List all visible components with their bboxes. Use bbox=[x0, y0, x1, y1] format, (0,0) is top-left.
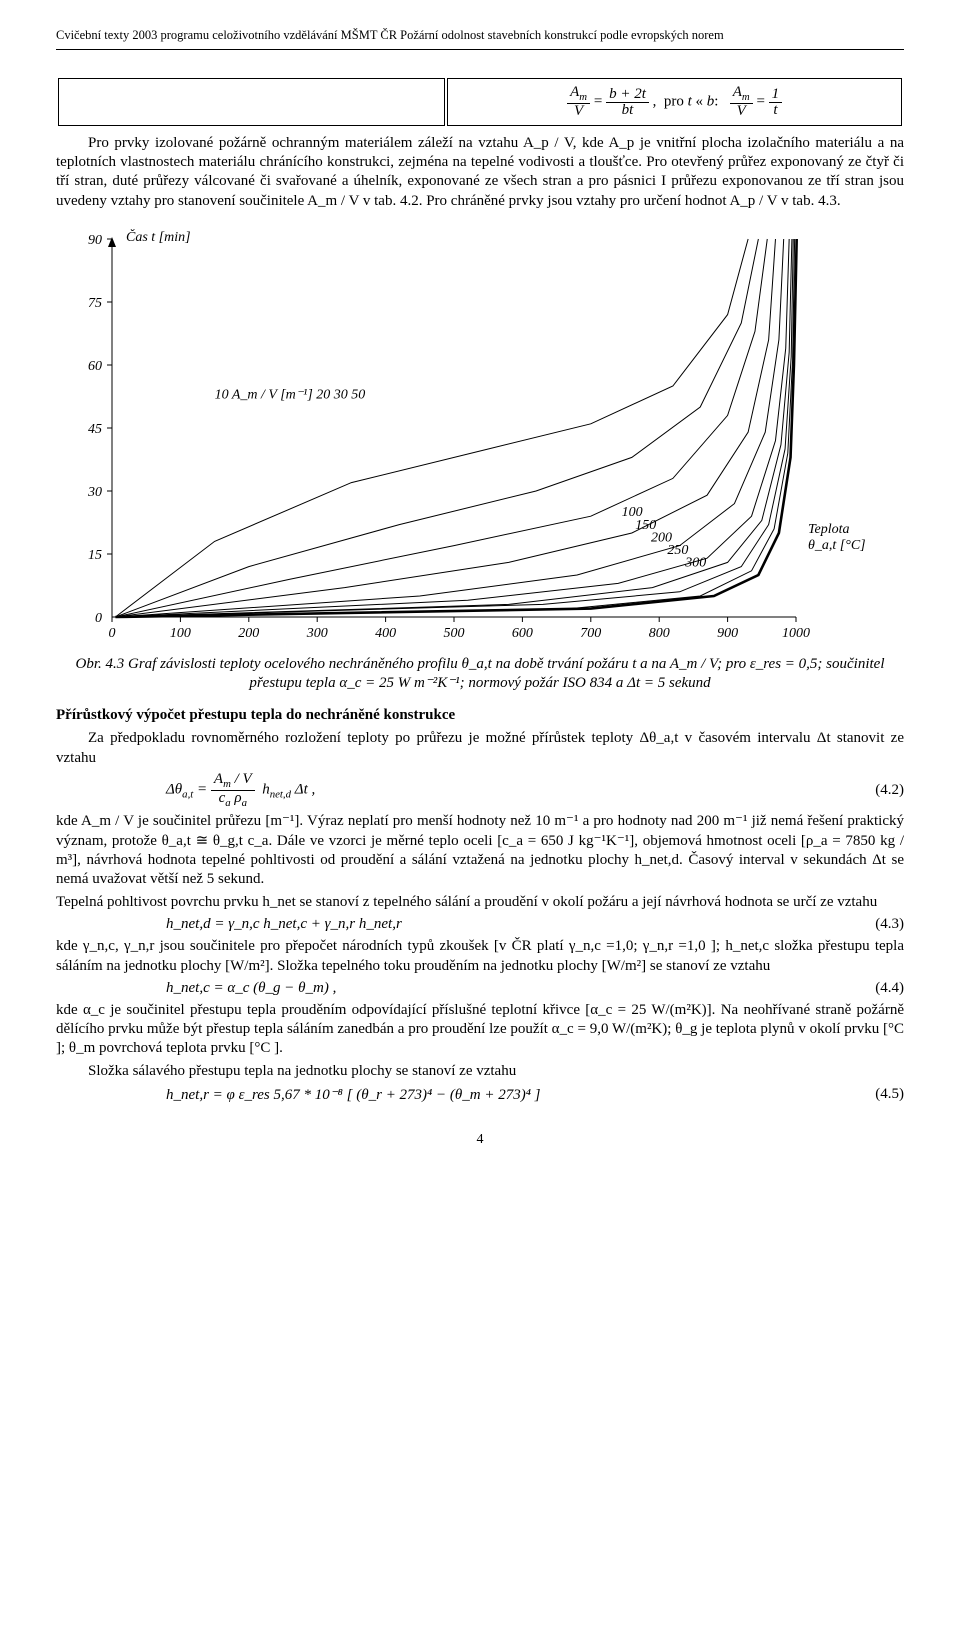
header-rule bbox=[56, 49, 904, 50]
equation-4-3-number: (4.3) bbox=[844, 916, 904, 933]
equation-4-5-number: (4.5) bbox=[844, 1086, 904, 1103]
figure-4-3-chart: 0 100 200 300 400 500 600 700 800 900 1000 0 15 30 45 6… bbox=[56, 221, 904, 651]
equation-4-2: Δθa,t = Am / V ca ρa hnet,d Δt , (4.2) bbox=[56, 772, 904, 809]
svg-text:900: 900 bbox=[717, 626, 738, 641]
svg-text:800: 800 bbox=[649, 626, 670, 641]
svg-text:100: 100 bbox=[170, 626, 191, 641]
equation-4-4: h_net,c = α_c (θ_g − θ_m) , (4.4) bbox=[56, 980, 904, 997]
svg-text:30: 30 bbox=[87, 485, 102, 500]
svg-text:400: 400 bbox=[375, 626, 396, 641]
equation-4-3: h_net,d = γ_n,c h_net,c + γ_n,r h_net,r … bbox=[56, 916, 904, 933]
paragraph-2: Za předpokladu rovnoměrného rozložení te… bbox=[56, 729, 904, 767]
svg-text:1000: 1000 bbox=[782, 626, 810, 641]
paragraph-4: Tepelná pohltivost povrchu prvku h_net s… bbox=[56, 893, 904, 912]
equation-4-4-body: h_net,c = α_c (θ_g − θ_m) , bbox=[56, 980, 844, 997]
svg-text:90: 90 bbox=[88, 233, 102, 248]
svg-text:75: 75 bbox=[88, 296, 102, 311]
svg-text:0: 0 bbox=[95, 611, 102, 626]
svg-text:600: 600 bbox=[512, 626, 533, 641]
svg-text:700: 700 bbox=[580, 626, 601, 641]
equation-4-4-number: (4.4) bbox=[844, 980, 904, 997]
svg-text:15: 15 bbox=[88, 548, 102, 563]
section-heading: Přírůstkový výpočet přestupu tepla do ne… bbox=[56, 706, 904, 725]
figure-4-3-caption: Obr. 4.3 Graf závislosti teploty ocelové… bbox=[56, 655, 904, 693]
chart-svg: 0 100 200 300 400 500 600 700 800 900 1000 0 15 30 45 6… bbox=[56, 221, 886, 651]
paragraph-7: Složka sálavého přestupu tepla na jednot… bbox=[56, 1062, 904, 1081]
paragraph-6: kde α_c je součinitel přestupu tepla pro… bbox=[56, 1001, 904, 1059]
svg-text:Čas t [min]: Čas t [min] bbox=[126, 228, 191, 245]
svg-text:500: 500 bbox=[444, 626, 465, 641]
svg-text:45: 45 bbox=[88, 422, 102, 437]
page-number: 4 bbox=[56, 1132, 904, 1148]
svg-text:10 A_m / V [m⁻¹] 20: 10 A_m / V [m⁻¹] 20 30 50 bbox=[215, 387, 366, 402]
equation-4-5: h_net,r = φ ε_res 5,67 * 10⁻⁸ [ (θ_r + 2… bbox=[56, 1085, 904, 1104]
svg-text:300: 300 bbox=[306, 626, 328, 641]
paragraph-1: Pro prvky izolované požárně ochranným ma… bbox=[56, 134, 904, 211]
paragraph-3: kde A_m / V je součinitel průřezu [m⁻¹].… bbox=[56, 812, 904, 889]
formula-table-right: AmV = b + 2tbt , pro t « b: AmV = 1t bbox=[447, 78, 902, 126]
svg-text:200: 200 bbox=[238, 626, 259, 641]
equation-4-2-number: (4.2) bbox=[844, 782, 904, 799]
formula-table-left bbox=[58, 78, 445, 126]
formula-table: AmV = b + 2tbt , pro t « b: AmV = 1t bbox=[56, 76, 904, 128]
equation-4-5-body: h_net,r = φ ε_res 5,67 * 10⁻⁸ [ (θ_r + 2… bbox=[56, 1085, 844, 1104]
equation-4-3-body: h_net,d = γ_n,c h_net,c + γ_n,r h_net,r bbox=[56, 916, 844, 933]
svg-text:θ_a,t [°C]: θ_a,t [°C] bbox=[808, 538, 866, 553]
paragraph-5: kde γ_n,c, γ_n,r jsou součinitele pro př… bbox=[56, 937, 904, 975]
svg-text:0: 0 bbox=[109, 626, 116, 641]
running-header: Cvičební texty 2003 programu celoživotní… bbox=[56, 28, 904, 43]
svg-text:60: 60 bbox=[88, 359, 102, 374]
svg-text:Teplota: Teplota bbox=[808, 522, 850, 537]
svg-text:300: 300 bbox=[684, 555, 706, 570]
